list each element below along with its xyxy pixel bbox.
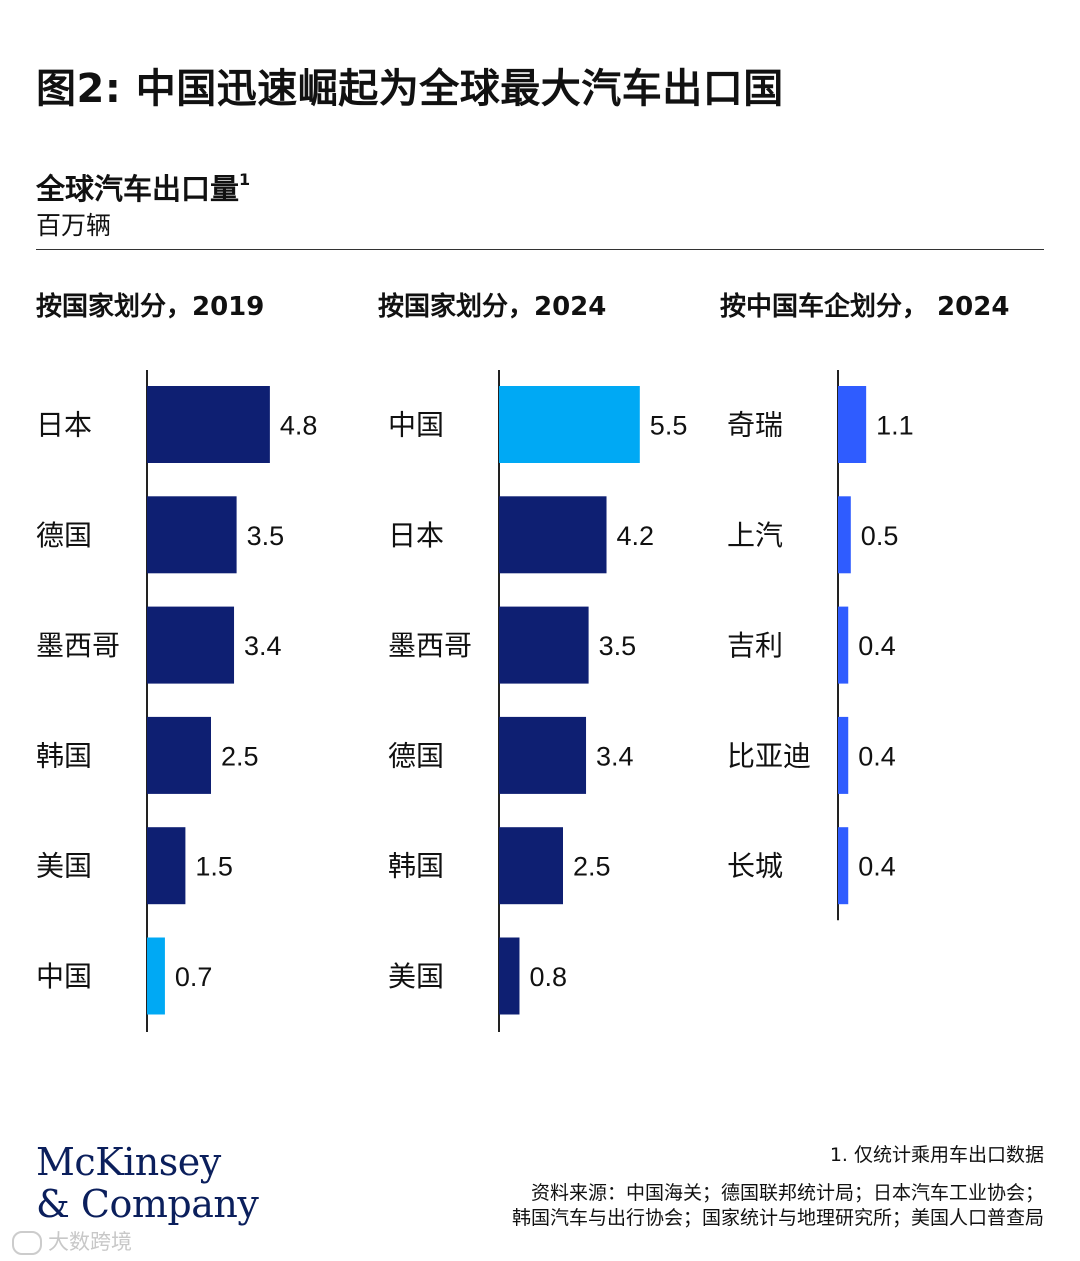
category-label: 上汽 [727,519,783,552]
bar-墨西哥 [147,606,235,684]
bar-美国 [147,827,186,905]
category-label: 墨西哥 [36,629,120,662]
value-label: 4.8 [280,411,318,441]
value-label: 0.4 [858,631,896,661]
chart-subtitle: 全球汽车出口量1 [36,166,250,208]
category-label: 美国 [388,960,444,993]
value-label: 4.2 [617,521,655,551]
category-label: 韩国 [388,850,444,883]
bar-日本 [499,496,607,574]
category-label: 日本 [36,409,92,442]
watermark: 大数跨境 [12,1226,132,1256]
panel-title-2024: 按国家划分，2024 [378,292,607,322]
value-label: 5.5 [650,411,688,441]
panel-title-2019: 按国家划分，2019 [36,292,265,322]
value-label: 1.5 [195,852,233,882]
category-label: 比亚迪 [727,739,811,772]
subtitle-text: 全球汽车出口量 [36,172,240,206]
category-label: 韩国 [36,739,92,772]
category-label: 奇瑞 [727,409,783,442]
bar-中国 [147,937,165,1015]
bar-长城 [838,827,849,905]
watermark-text: 大数跨境 [48,1230,132,1254]
bar-吉利 [838,606,849,684]
category-label: 吉利 [727,629,783,662]
bar-美国 [499,937,520,1015]
unit-label: 百万辆 [36,211,112,240]
category-label: 墨西哥 [388,629,472,662]
mckinsey-logo-line2: & Company [36,1182,259,1226]
page-title: 图2: 中国迅速崛起为全球最大汽车出口国 [36,66,784,112]
value-label: 0.4 [858,852,896,882]
value-label: 0.5 [861,521,899,551]
category-label: 德国 [388,739,444,772]
mckinsey-logo-line1: McKinsey [36,1140,221,1184]
header-divider [36,249,1044,250]
value-label: 0.7 [175,962,213,992]
bar-德国 [147,496,237,574]
category-label: 中国 [388,409,444,442]
value-label: 3.5 [599,631,637,661]
panel-title-company-2024: 按中国车企划分， 2024 [720,292,1010,322]
footnote: 1. 仅统计乘用车出口数据 [829,1144,1044,1166]
value-label: 3.4 [596,741,634,771]
category-label: 德国 [36,519,92,552]
bar-韩国 [147,716,211,794]
value-label: 3.4 [244,631,282,661]
value-label: 2.5 [221,741,259,771]
bar-德国 [499,716,587,794]
category-label: 日本 [388,519,444,552]
bar-奇瑞 [838,386,867,463]
bar-上汽 [838,496,851,574]
value-label: 0.4 [858,741,896,771]
bar-墨西哥 [499,606,589,684]
bar-韩国 [499,827,563,905]
source-line-1: 资料来源：中国海关；德国联邦统计局；日本汽车工业协会； [530,1182,1044,1204]
value-label: 3.5 [247,521,285,551]
footnote-marker: 1 [239,170,251,189]
value-label: 0.8 [529,962,567,992]
category-label: 长城 [727,850,783,883]
source-line-2: 韩国汽车与出行协会；国家统计与地理研究所；美国人口普查局 [511,1207,1044,1229]
value-label: 1.1 [876,411,914,441]
category-label: 中国 [36,960,92,993]
category-label: 美国 [36,850,92,883]
bar-日本 [147,386,270,463]
bar-比亚迪 [838,716,849,794]
bar-中国 [499,386,640,463]
watermark-icon [12,1231,42,1255]
value-label: 2.5 [573,852,611,882]
